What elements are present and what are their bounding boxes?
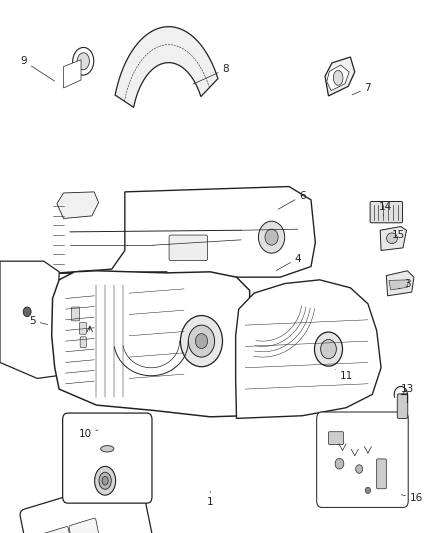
- Text: 1: 1: [207, 491, 214, 507]
- Circle shape: [365, 487, 371, 494]
- Text: 11: 11: [335, 369, 353, 381]
- Circle shape: [258, 221, 285, 253]
- FancyBboxPatch shape: [169, 235, 208, 261]
- Polygon shape: [327, 65, 349, 91]
- Circle shape: [314, 332, 343, 366]
- Polygon shape: [236, 280, 381, 418]
- Polygon shape: [115, 27, 218, 107]
- FancyBboxPatch shape: [317, 412, 408, 507]
- Text: 9: 9: [21, 56, 55, 81]
- Polygon shape: [380, 227, 406, 251]
- FancyBboxPatch shape: [63, 413, 152, 503]
- Ellipse shape: [386, 233, 398, 244]
- Text: 10: 10: [79, 430, 98, 439]
- Circle shape: [23, 307, 31, 317]
- FancyBboxPatch shape: [71, 307, 80, 321]
- Circle shape: [195, 334, 208, 349]
- Polygon shape: [52, 271, 267, 417]
- Circle shape: [265, 229, 278, 245]
- FancyBboxPatch shape: [20, 475, 159, 533]
- Text: 6: 6: [279, 191, 306, 209]
- FancyBboxPatch shape: [69, 518, 104, 533]
- Text: 7: 7: [352, 83, 371, 95]
- Polygon shape: [325, 57, 355, 96]
- Polygon shape: [389, 280, 409, 290]
- Text: 15: 15: [392, 230, 405, 243]
- Polygon shape: [0, 261, 59, 378]
- Polygon shape: [64, 60, 81, 88]
- Ellipse shape: [95, 466, 116, 495]
- Polygon shape: [386, 271, 414, 296]
- Ellipse shape: [102, 477, 108, 485]
- Polygon shape: [57, 192, 99, 219]
- Circle shape: [335, 458, 344, 469]
- Ellipse shape: [333, 70, 343, 85]
- FancyBboxPatch shape: [42, 527, 77, 533]
- FancyBboxPatch shape: [370, 201, 403, 223]
- Ellipse shape: [99, 472, 111, 489]
- Circle shape: [356, 465, 363, 473]
- FancyBboxPatch shape: [80, 337, 86, 348]
- FancyBboxPatch shape: [397, 394, 408, 418]
- Ellipse shape: [101, 446, 114, 452]
- Text: 5: 5: [29, 316, 48, 326]
- Ellipse shape: [73, 47, 94, 75]
- Text: 14: 14: [379, 202, 392, 216]
- Circle shape: [321, 340, 336, 359]
- Circle shape: [180, 316, 223, 367]
- Circle shape: [188, 325, 215, 357]
- FancyBboxPatch shape: [377, 459, 386, 489]
- Text: 4: 4: [276, 254, 301, 270]
- Ellipse shape: [77, 53, 89, 70]
- Text: 13: 13: [401, 384, 414, 394]
- FancyBboxPatch shape: [79, 322, 86, 334]
- FancyBboxPatch shape: [328, 432, 343, 445]
- Text: 8: 8: [193, 64, 229, 84]
- Text: 3: 3: [399, 279, 411, 289]
- Text: 16: 16: [401, 494, 423, 503]
- Polygon shape: [50, 187, 315, 277]
